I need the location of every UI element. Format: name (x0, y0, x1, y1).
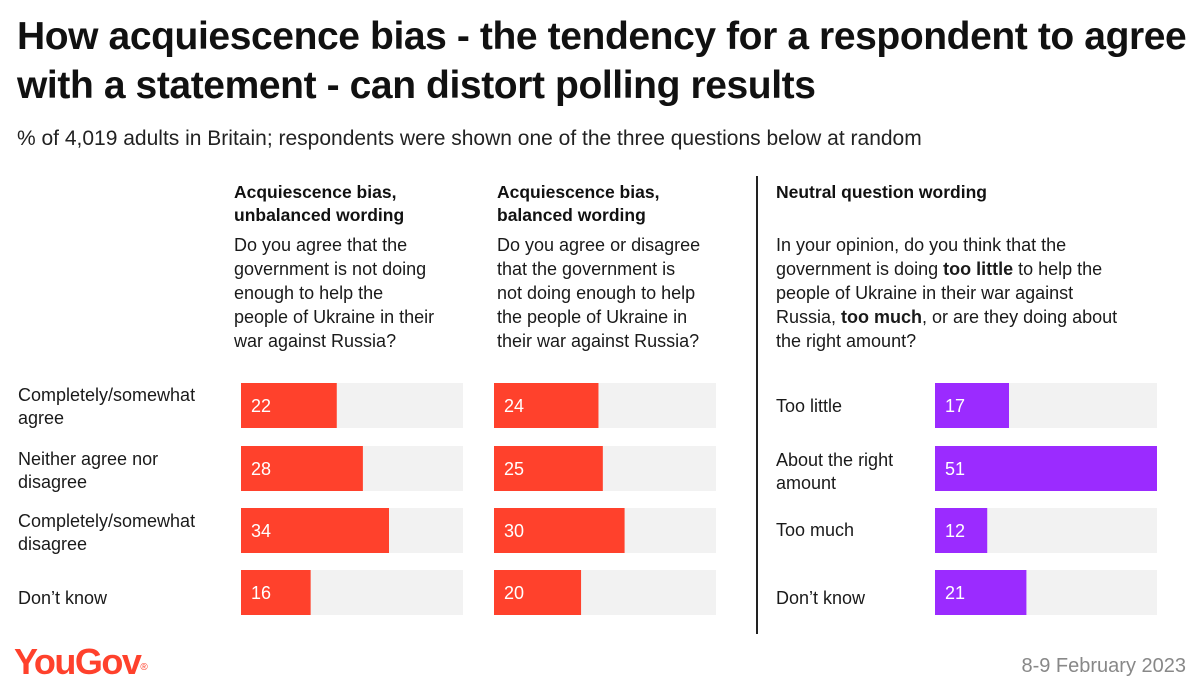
panel-3-heading: Neutral question wording (776, 182, 987, 202)
bar-value-label: 20 (504, 583, 524, 603)
panel-3-question-line: Russia, too much, or are they doing abou… (776, 307, 1118, 327)
bar-value-label: 51 (945, 459, 965, 479)
chart-subtitle: % of 4,019 adults in Britain; respondent… (17, 127, 922, 150)
panel-1-question: Do you agree that the government is not … (234, 235, 435, 351)
panel-3-question-line: government is doing too little to help t… (776, 259, 1103, 279)
bar-value-label: 17 (945, 396, 965, 416)
bar-panel-1-row-2 (241, 446, 363, 491)
panel-2-question: Do you agree or disagree that the govern… (497, 235, 701, 351)
bar-value-label: 21 (945, 583, 965, 603)
bar-panel-1-row-3 (241, 508, 389, 553)
bar-panel-2-row-3 (494, 508, 625, 553)
row-label-neither: Neither agree nor disagree (18, 449, 159, 492)
bar-panel-3-row-2 (935, 446, 1157, 491)
bar-value-label: 22 (251, 396, 271, 416)
row-label-too-little: Too little (776, 396, 843, 416)
bar-panel-3-row-1 (935, 383, 1009, 428)
bar-value-label: 30 (504, 521, 524, 541)
panel-divider (756, 176, 758, 634)
bar-panel-2-row-4 (494, 570, 582, 615)
row-label-agree: Completely/somewhat agree (18, 385, 196, 428)
panel-3-question: In your opinion, do you think that the g… (776, 233, 1117, 353)
panel-3-question-line: people of Ukraine in their war against (776, 283, 1074, 303)
bar-panel-3-row-3 (935, 508, 988, 553)
fieldwork-date: 8-9 February 2023 (1021, 655, 1186, 677)
panel-3-question-line: the right amount? (776, 331, 917, 351)
panel-1-heading: Acquiescence bias, unbalanced wording (234, 182, 405, 225)
bar-value-label: 28 (251, 459, 271, 479)
bar-value-label: 12 (945, 521, 965, 541)
row-label-right-amount: About the right amount (776, 450, 894, 493)
panel-2-heading: Acquiescence bias, balanced wording (497, 182, 660, 225)
bar-panel-2-row-1 (494, 383, 599, 428)
yougov-logo: YouGov® (14, 641, 148, 682)
bar-panel-1-row-4 (241, 570, 311, 615)
bar-value-label: 16 (251, 583, 271, 603)
bar-panel-3-row-4 (935, 570, 1027, 615)
row-label-too-much: Too much (776, 520, 855, 540)
bar-value-label: 24 (504, 396, 524, 416)
row-label-dont-know-right: Don’t know (776, 588, 866, 608)
row-label-dont-know: Don’t know (18, 588, 108, 608)
bar-value-label: 34 (251, 521, 271, 541)
bar-panel-1-row-1 (241, 383, 337, 428)
row-label-disagree: Completely/somewhat disagree (18, 511, 196, 554)
chart-title: How acquiescence bias - the tendency for… (17, 15, 1187, 107)
panel-3-question-line: In your opinion, do you think that the (776, 235, 1067, 255)
bar-panel-2-row-2 (494, 446, 603, 491)
bar-value-label: 25 (504, 459, 524, 479)
